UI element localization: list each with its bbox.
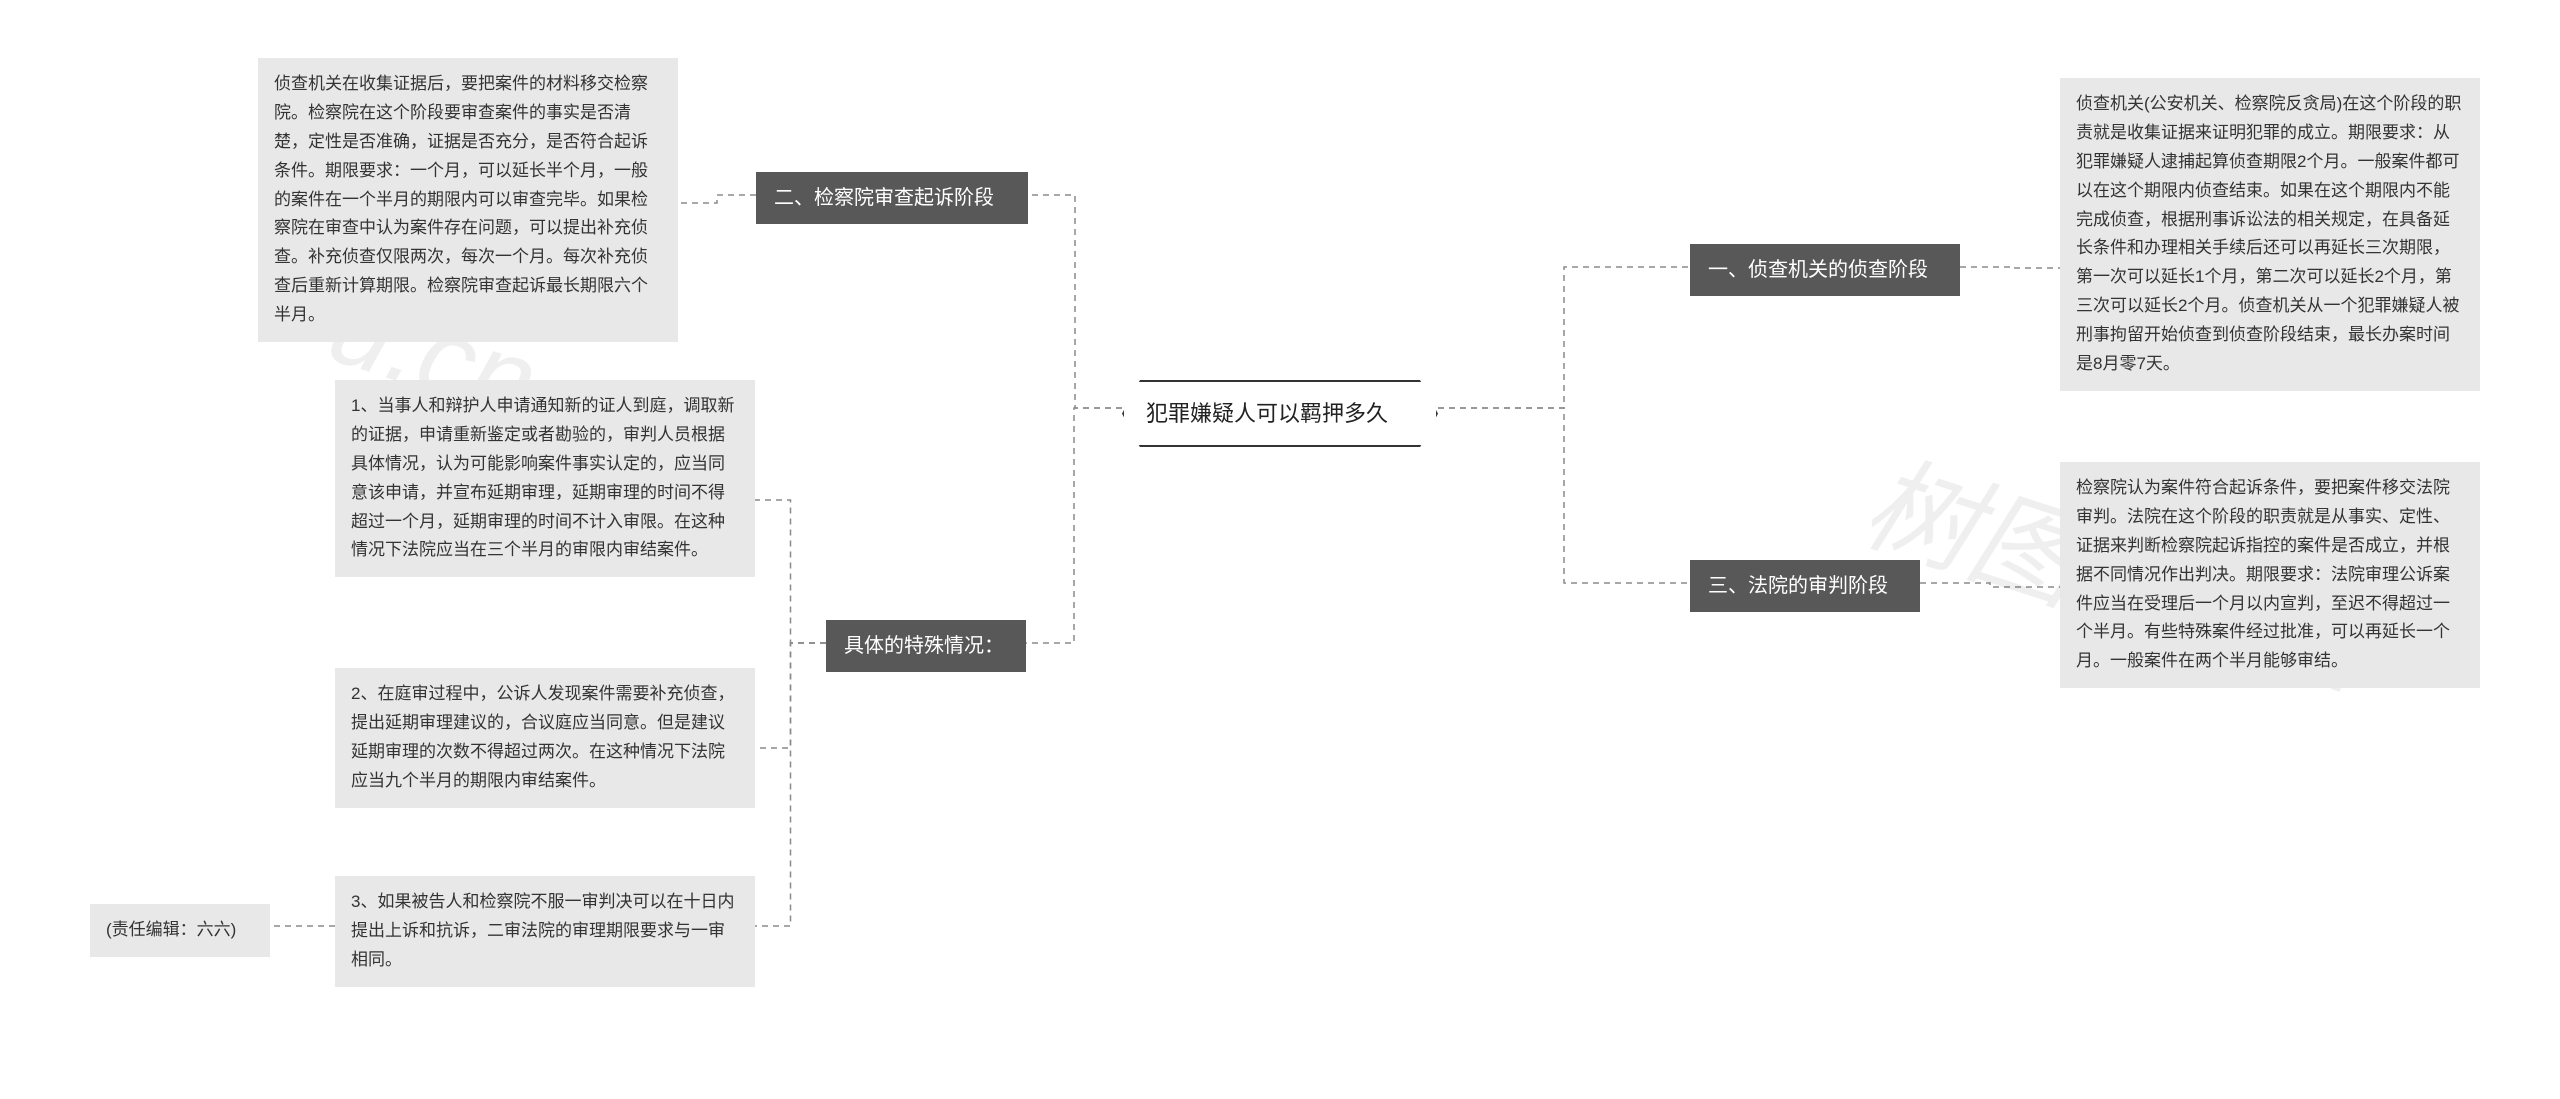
leaf-text: 检察院认为案件符合起诉条件，要把案件移交法院审判。法院在这个阶段的职责就是从事实… — [2076, 478, 2450, 670]
leaf-text: 2、在庭审过程中，公诉人发现案件需要补充侦查，提出延期审理建议的，合议庭应当同意… — [351, 684, 734, 790]
branch-label: 二、检察院审查起诉阶段 — [774, 187, 994, 209]
leaf-text: 侦查机关(公安机关、检察院反贪局)在这个阶段的职责就是收集证据来证明犯罪的成立。… — [2076, 94, 2461, 373]
root-label: 犯罪嫌疑人可以羁押多久 — [1146, 401, 1388, 426]
leaf-node: 检察院认为案件符合起诉条件，要把案件移交法院审判。法院在这个阶段的职责就是从事实… — [2060, 462, 2480, 688]
branch-node: 二、检察院审查起诉阶段 — [756, 172, 1028, 224]
branch-node: 具体的特殊情况： — [826, 620, 1026, 672]
leaf-node: 侦查机关在收集证据后，要把案件的材料移交检察院。检察院在这个阶段要审查案件的事实… — [258, 58, 678, 342]
root-node: 犯罪嫌疑人可以羁押多久 — [1122, 380, 1438, 447]
leaf-text: 侦查机关在收集证据后，要把案件的材料移交检察院。检察院在这个阶段要审查案件的事实… — [274, 74, 648, 324]
leaf-text: 3、如果被告人和检察院不服一审判决可以在十日内提出上诉和抗诉，二审法院的审理期限… — [351, 892, 734, 969]
leaf-text: 1、当事人和辩护人申请通知新的证人到庭，调取新的证据，申请重新鉴定或者勘验的，审… — [351, 396, 734, 559]
branch-label: 三、法院的审判阶段 — [1708, 575, 1888, 597]
leaf-node: 侦查机关(公安机关、检察院反贪局)在这个阶段的职责就是收集证据来证明犯罪的成立。… — [2060, 78, 2480, 391]
branch-node: 三、法院的审判阶段 — [1690, 560, 1920, 612]
branch-label: 一、侦查机关的侦查阶段 — [1708, 259, 1928, 281]
leaf-node: 2、在庭审过程中，公诉人发现案件需要补充侦查，提出延期审理建议的，合议庭应当同意… — [335, 668, 755, 808]
leaf-text: (责任编辑：六六) — [106, 920, 236, 939]
leaf-node: 3、如果被告人和检察院不服一审判决可以在十日内提出上诉和抗诉，二审法院的审理期限… — [335, 876, 755, 987]
branch-node: 一、侦查机关的侦查阶段 — [1690, 244, 1960, 296]
leaf-node: 1、当事人和辩护人申请通知新的证人到庭，调取新的证据，申请重新鉴定或者勘验的，审… — [335, 380, 755, 577]
leaf-node: (责任编辑：六六) — [90, 904, 270, 957]
branch-label: 具体的特殊情况： — [844, 635, 1004, 657]
